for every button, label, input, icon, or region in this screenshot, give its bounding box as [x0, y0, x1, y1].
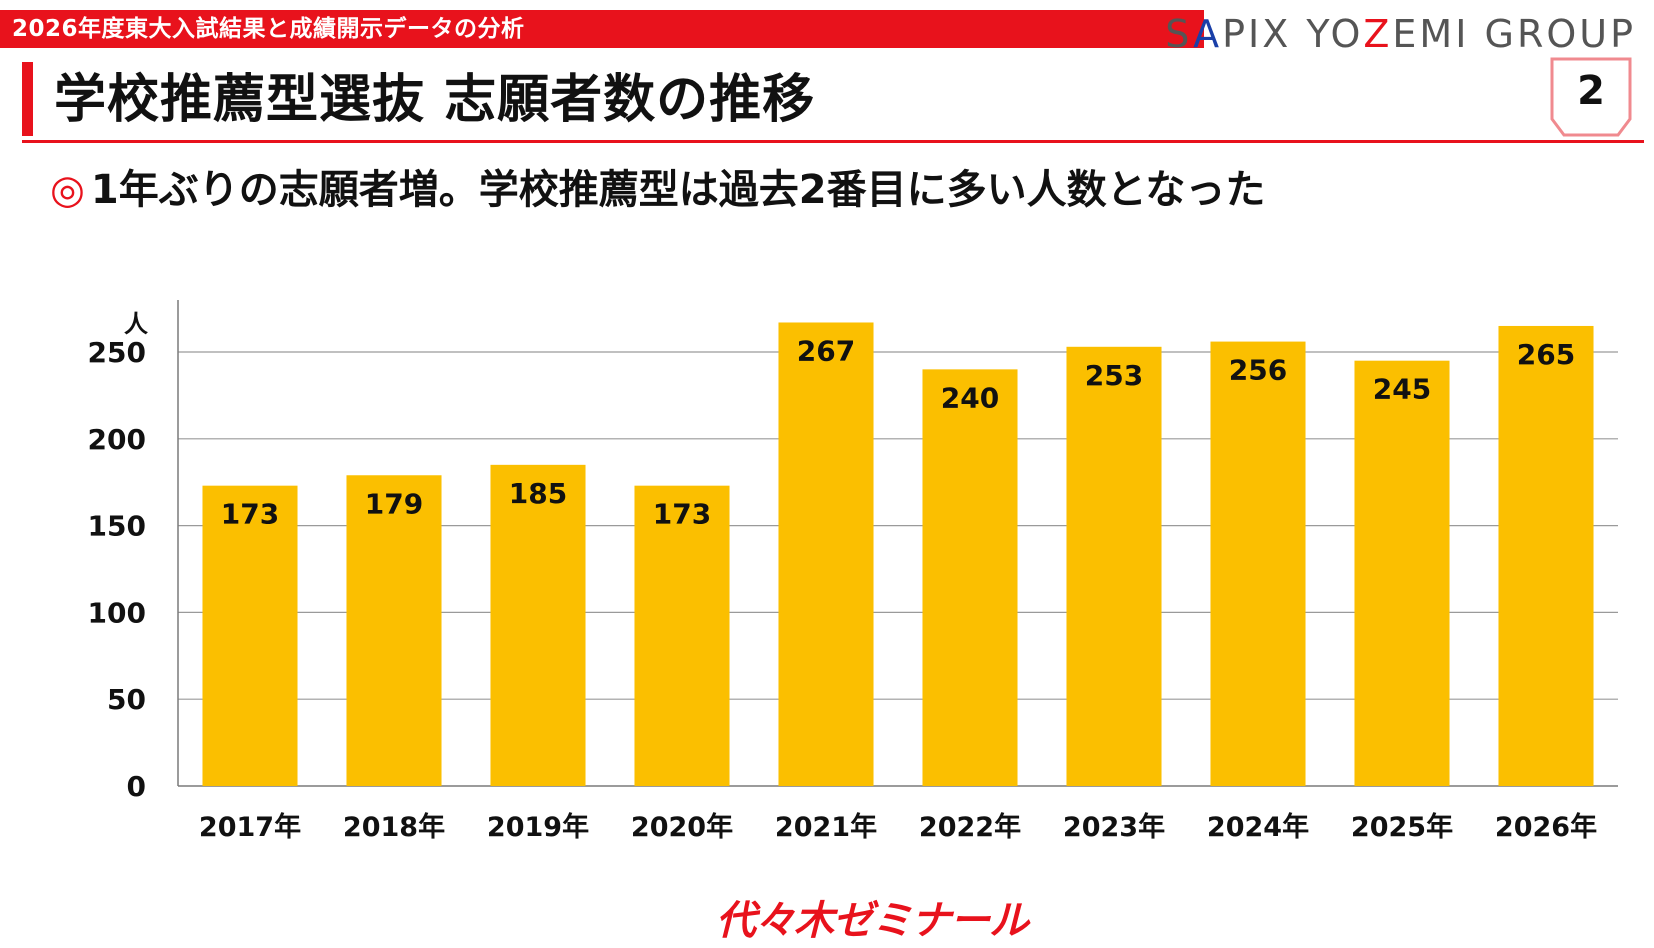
- bar-4: [634, 485, 730, 786]
- y-axis-unit-label: 人: [124, 310, 148, 338]
- bar-9: [1354, 360, 1450, 786]
- x-tick-label: 2023年: [1063, 811, 1165, 843]
- subtitle: ◎ 1年ぶりの志願者増。学校推薦型は過去2番目に多い人数となった: [50, 162, 1265, 218]
- page-number: 2: [1577, 68, 1605, 114]
- y-tick-label: 100: [88, 596, 146, 629]
- brand-part-5: EMI GROUP: [1392, 12, 1636, 56]
- x-tick-label: 2020年: [631, 811, 733, 843]
- y-tick-label: 250: [88, 336, 146, 369]
- data-label: 173: [653, 498, 711, 531]
- y-tick-label: 200: [88, 423, 146, 456]
- title-underline: [22, 140, 1644, 143]
- brand-part-4: Z: [1363, 12, 1393, 56]
- data-label: 185: [509, 477, 567, 510]
- yozemi-logo: 代々木ゼミナール: [716, 898, 1029, 944]
- x-tick-label: 2024年: [1207, 811, 1309, 843]
- data-label: 265: [1517, 338, 1575, 371]
- data-label: 179: [365, 487, 423, 520]
- bar-2: [346, 475, 442, 786]
- data-label: 173: [221, 498, 279, 531]
- x-tick-label: 2026年: [1495, 811, 1597, 843]
- x-tick-label: 2019年: [487, 811, 589, 843]
- brand-logo: SAPIX YOZEMI GROUP: [1165, 12, 1636, 56]
- subtitle-text: 1年ぶりの志願者増。学校推薦型は過去2番目に多い人数となった: [90, 167, 1266, 213]
- page-title: 学校推薦型選抜 志願者数の推移: [54, 70, 816, 130]
- page-badge-shape: [1550, 57, 1632, 137]
- x-tick-label: 2017年: [199, 811, 301, 843]
- data-label: 240: [941, 381, 999, 414]
- title-accent-bar: [22, 62, 33, 136]
- bar-3: [490, 464, 586, 786]
- data-label: 253: [1085, 359, 1143, 392]
- x-tick-label: 2022年: [919, 811, 1021, 843]
- bar-7: [1066, 346, 1162, 786]
- bar-8: [1210, 341, 1306, 786]
- y-tick-label: 50: [107, 683, 146, 716]
- x-tick-label: 2021年: [775, 811, 877, 843]
- x-tick-label: 2018年: [343, 811, 445, 843]
- bar-6: [922, 369, 1018, 786]
- y-tick-label: 0: [127, 770, 146, 803]
- data-label: 245: [1373, 373, 1431, 406]
- report-title-bar: 2026年度東大入試結果と成績開示データの分析: [0, 10, 1204, 48]
- brand-part-2: A: [1193, 12, 1223, 56]
- double-circle-bullet-icon: ◎: [50, 167, 85, 213]
- bar-1: [202, 485, 298, 786]
- x-tick-label: 2025年: [1351, 811, 1453, 843]
- data-label: 256: [1229, 354, 1287, 387]
- brand-part-3: PIX YO: [1222, 12, 1364, 56]
- brand-part-1: S: [1165, 12, 1194, 56]
- bar-5: [778, 322, 874, 786]
- y-tick-label: 150: [88, 510, 146, 543]
- bar-10: [1498, 325, 1594, 786]
- data-label: 267: [797, 334, 855, 367]
